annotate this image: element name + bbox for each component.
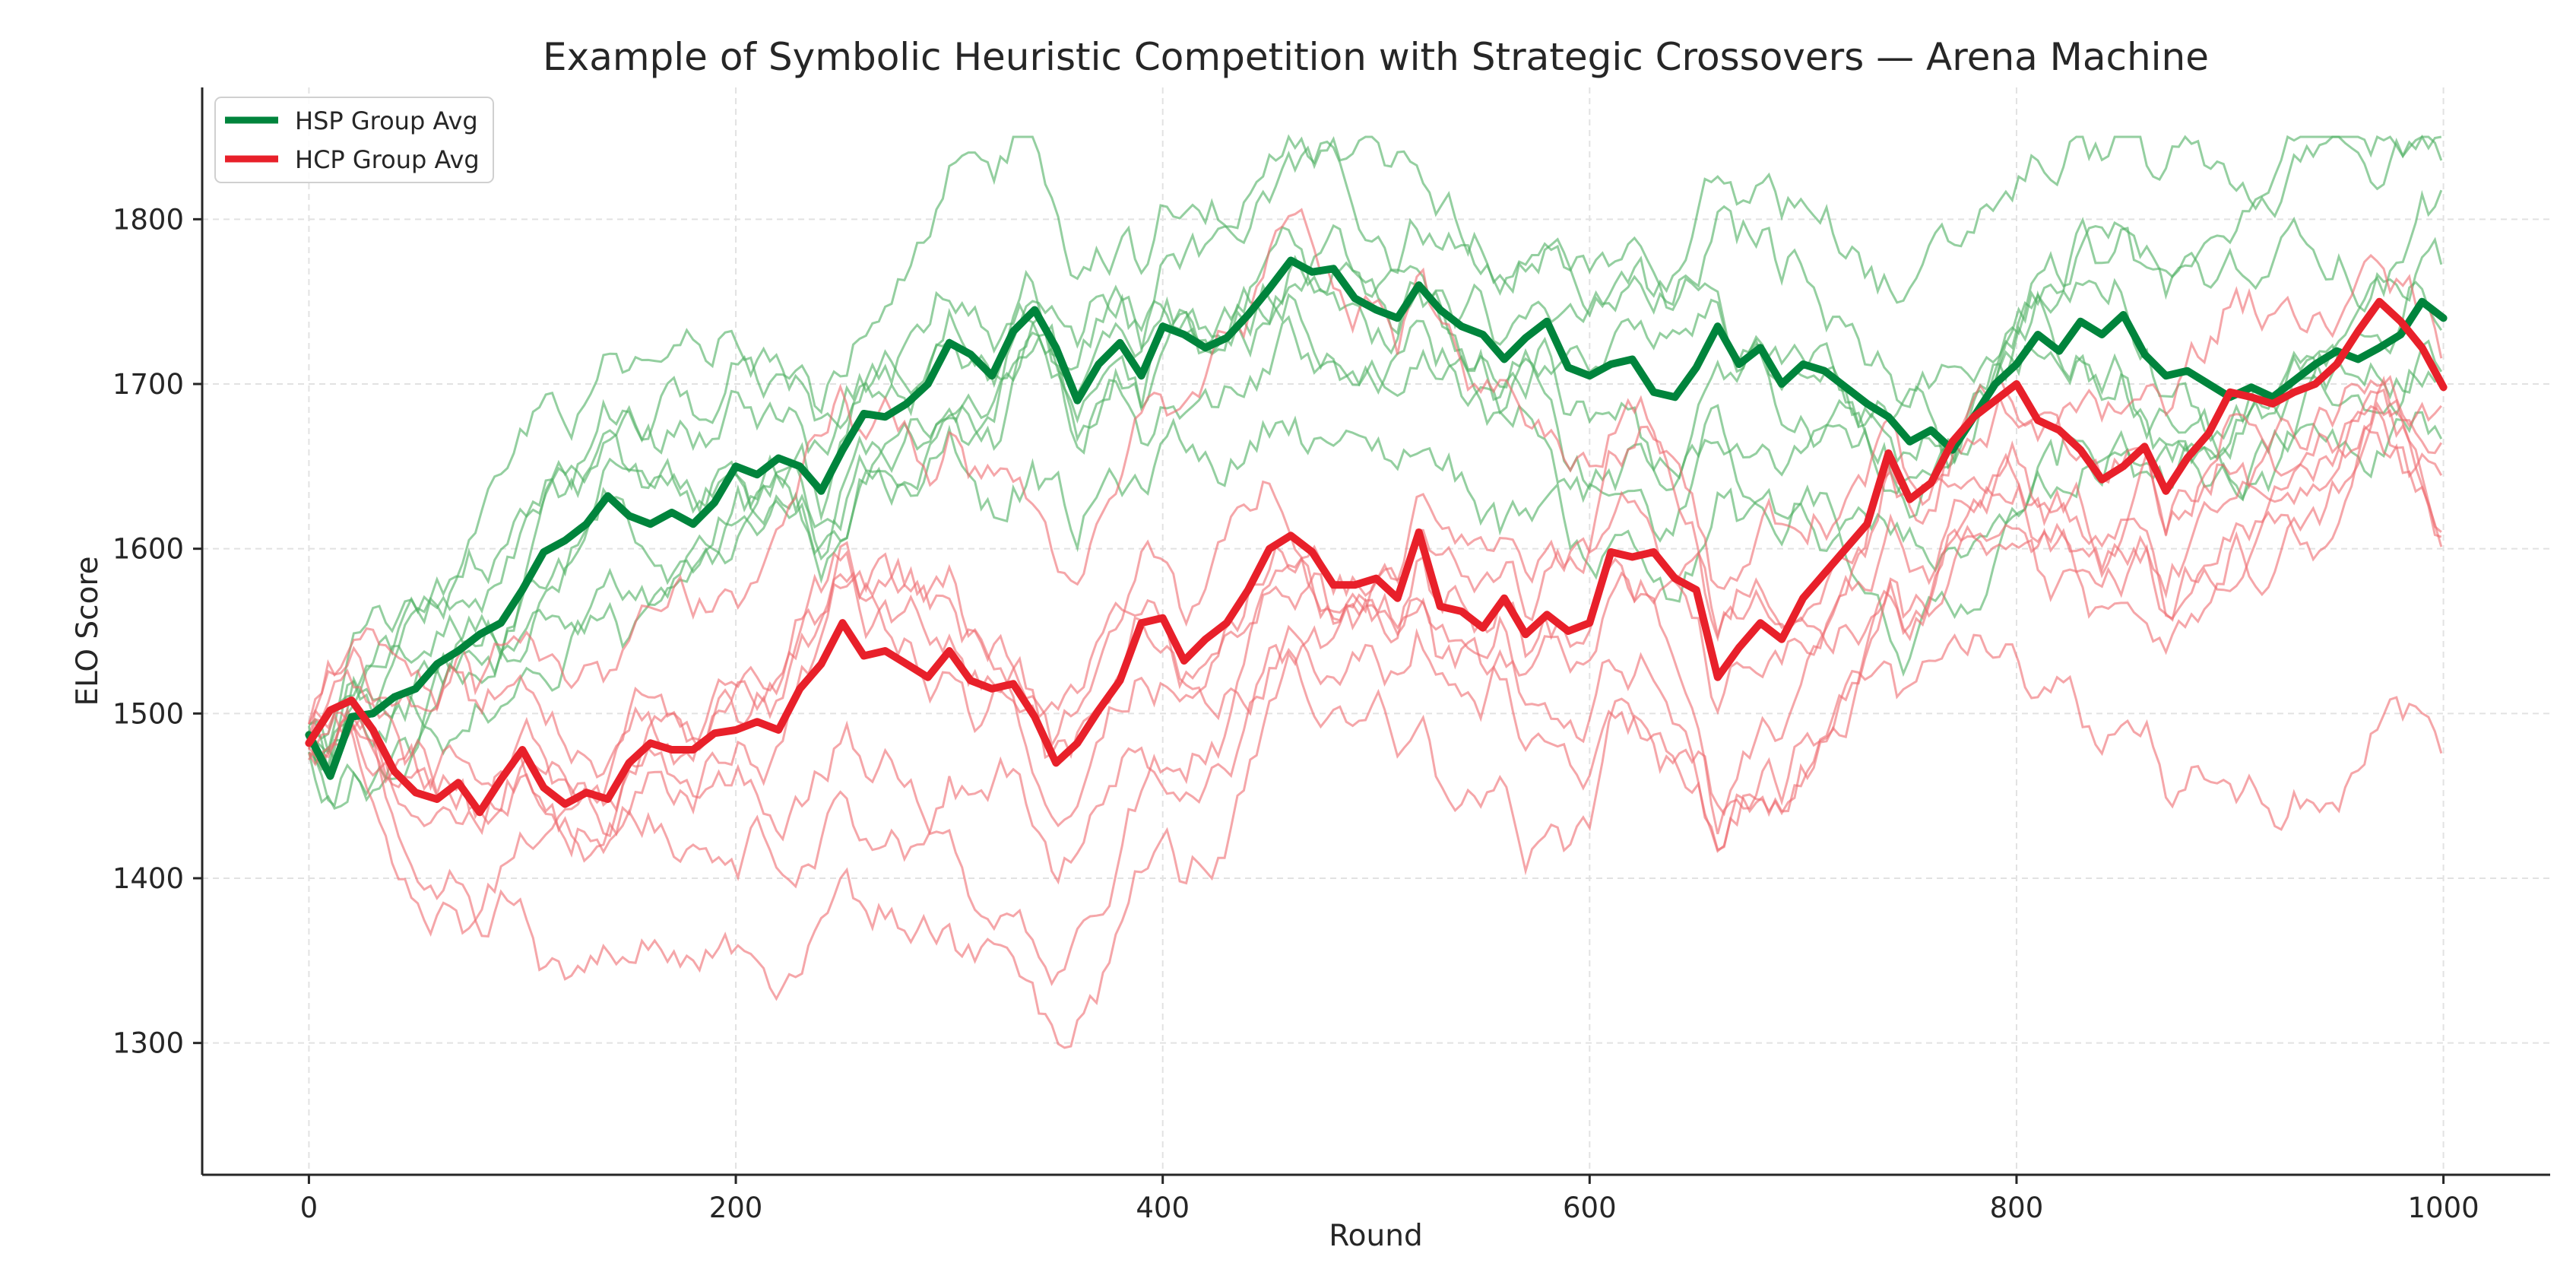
legend-label-hsp: HSP Group Avg (295, 106, 478, 135)
y-tick-label: 1400 (112, 862, 184, 895)
group-average-lines (305, 256, 2448, 817)
x-axis-ticks: 0 200 400 600 800 1000 (300, 1175, 2479, 1224)
player-line (308, 134, 2443, 755)
player-line (309, 134, 2442, 773)
y-tick-label: 1700 (112, 368, 184, 401)
player-line (307, 376, 2442, 876)
player-line (308, 339, 2443, 808)
player-line (308, 424, 2443, 889)
legend-label-hcp: HCP Group Avg (295, 145, 480, 174)
player-line (308, 401, 2442, 986)
y-tick-label: 1800 (112, 203, 184, 236)
player-line (308, 205, 2442, 752)
x-tick-label: 600 (1563, 1192, 1617, 1224)
player-line (307, 208, 2443, 742)
individual-player-lines (307, 134, 2443, 1049)
player-line (308, 253, 2443, 836)
y-tick-label: 1500 (112, 697, 184, 730)
player-line (307, 189, 2443, 771)
player-line (308, 388, 2443, 1049)
x-tick-label: 200 (709, 1192, 763, 1224)
chart-title: Example of Symbolic Heuristic Competitio… (543, 35, 2209, 79)
x-tick-label: 0 (300, 1192, 318, 1224)
x-tick-label: 800 (1990, 1192, 2044, 1224)
legend: HSP Group Avg HCP Group Avg (214, 97, 494, 183)
y-tick-label: 1300 (112, 1027, 184, 1060)
x-axis-label: Round (1329, 1219, 1422, 1253)
y-axis-ticks: 1300 1400 1500 1600 1700 1800 (112, 203, 202, 1060)
player-line (307, 282, 2443, 811)
player-line (307, 544, 2443, 835)
y-axis-label: ELO Score (71, 556, 105, 706)
x-tick-label: 1000 (2408, 1192, 2479, 1224)
player-line (307, 135, 2443, 766)
hsp-group-avg-line (305, 256, 2448, 780)
hcp-group-avg-line (305, 297, 2448, 817)
legend-box (214, 97, 494, 183)
y-tick-label: 1600 (112, 533, 184, 566)
grid-lines (202, 87, 2550, 1175)
x-tick-label: 400 (1136, 1192, 1190, 1224)
